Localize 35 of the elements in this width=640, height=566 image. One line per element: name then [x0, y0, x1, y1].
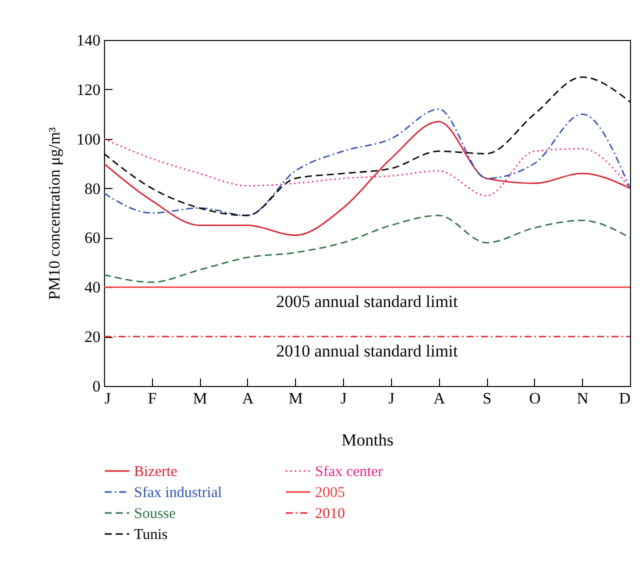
y-tick-label: 120	[76, 82, 100, 99]
x-tick-label: A	[242, 390, 254, 408]
x-tick-label: J	[388, 390, 395, 408]
x-tick-label: O	[529, 390, 541, 408]
y-tick-label: 60	[84, 230, 100, 248]
line-series	[103, 120, 631, 236]
x-tick-label: A	[433, 390, 446, 408]
legend-label: Sfax industrial	[134, 485, 222, 501]
x-tick-label: M	[288, 390, 303, 408]
line-series	[103, 108, 631, 216]
legend-label: Bizerte	[134, 464, 178, 480]
y-axis-title: PM10 concentration μg/m³	[46, 127, 64, 300]
x-tick-label: F	[148, 390, 157, 408]
legend-label: Sfax center	[315, 464, 383, 480]
y-tick-label: 0	[92, 378, 100, 396]
x-tick-label: J	[340, 390, 347, 408]
y-tick-label: 100	[76, 131, 100, 148]
y-tick-label: 40	[84, 280, 100, 297]
x-tick-label: N	[576, 390, 589, 408]
y-tick-label: 140	[76, 32, 100, 50]
legend-label: Sousse	[134, 506, 176, 522]
line-series	[103, 138, 631, 196]
x-axis-title: Months	[342, 430, 394, 450]
x-tick-label: J	[104, 390, 111, 408]
y-tick-label: 80	[84, 180, 100, 198]
x-tick-label: S	[482, 390, 492, 408]
x-tick-label: M	[193, 390, 208, 408]
annotation: 2010 annual standard limit	[276, 342, 458, 361]
x-tick-label: D	[618, 390, 630, 408]
line-series	[103, 214, 631, 283]
legend-label: 2010	[315, 506, 345, 522]
legend-label: Tunis	[134, 527, 168, 543]
annotation: 2005 annual standard limit	[276, 292, 458, 312]
legend-label: 2005	[315, 485, 345, 501]
y-tick-label: 20	[84, 329, 100, 346]
